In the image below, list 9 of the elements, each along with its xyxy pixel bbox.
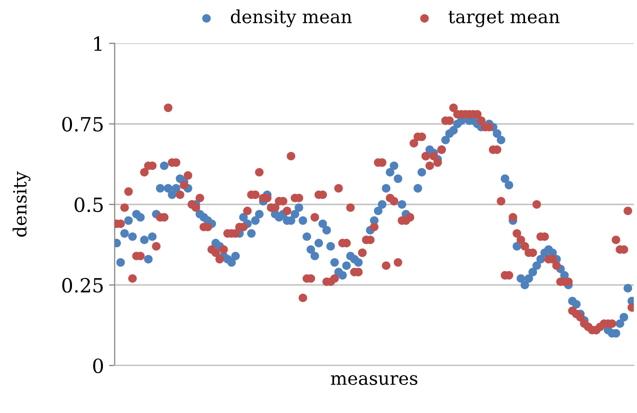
legend-label: density mean	[230, 9, 352, 28]
y-tick-label: 0.25	[62, 278, 103, 293]
y-tick-label: 1	[94, 36, 102, 51]
y-axis-title: density	[12, 171, 30, 237]
y-tick-label: 0.75	[62, 116, 103, 132]
legend-label: target mean	[448, 10, 560, 28]
x-axis-title: measures	[330, 375, 418, 386]
y-tick-label: 0	[93, 358, 103, 374]
y-tick-label: 0.5	[74, 197, 103, 212]
